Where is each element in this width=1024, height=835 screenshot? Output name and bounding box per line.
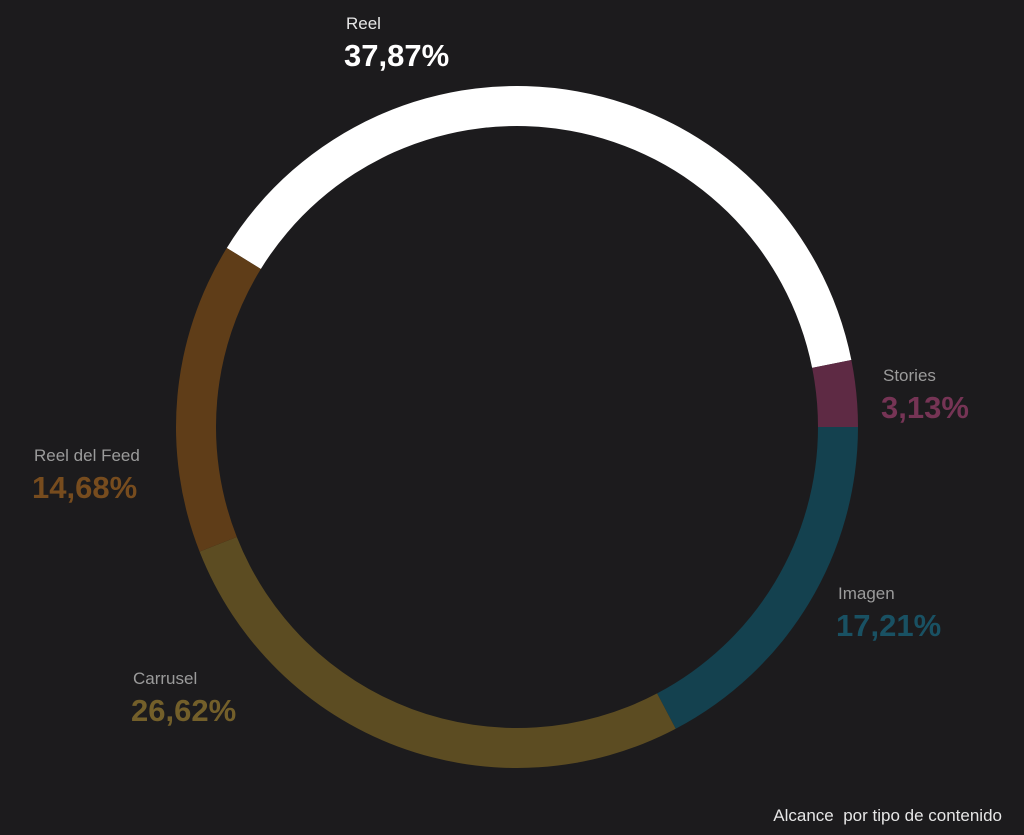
slice-value-label: 26,62% — [131, 693, 236, 728]
donut-slice — [199, 536, 676, 768]
slice-name: Imagen — [838, 584, 895, 603]
donut-slice — [226, 86, 852, 368]
slice-value-label: 37,87% — [344, 38, 449, 73]
slice-name: Stories — [883, 366, 936, 385]
chart-caption: Alcance por tipo de contenido — [773, 806, 1002, 825]
slice-value-label: 3,13% — [881, 390, 969, 425]
donut-slice — [657, 427, 858, 729]
slice-name: Reel del Feed — [34, 446, 140, 465]
slice-name: Carrusel — [133, 669, 197, 688]
slice-value-label: 14,68% — [32, 470, 137, 505]
slice-value-label: 17,21% — [836, 608, 941, 643]
slice-name: Reel — [346, 14, 381, 33]
donut-slice — [175, 247, 261, 552]
donut-slice — [812, 360, 858, 427]
